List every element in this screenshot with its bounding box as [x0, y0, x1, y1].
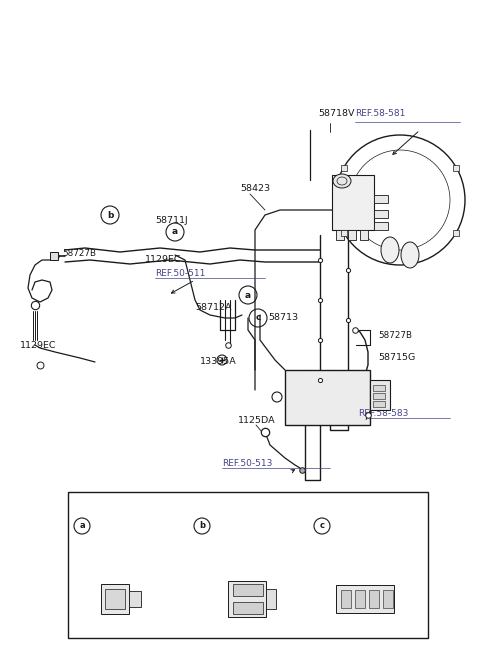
Bar [370, 380, 390, 410]
Text: a: a [172, 228, 178, 237]
Bar [332, 175, 374, 230]
Bar [336, 585, 394, 613]
Text: c: c [320, 522, 324, 531]
Bar [233, 584, 263, 596]
Text: 58711J: 58711J [155, 216, 188, 225]
Bar [285, 370, 370, 425]
Text: c: c [255, 314, 261, 323]
Bar [453, 230, 459, 236]
Bar [341, 230, 347, 236]
Bar [129, 591, 141, 607]
Bar [374, 210, 388, 218]
Bar [360, 230, 368, 240]
Bar [373, 393, 385, 399]
Bar [228, 581, 266, 617]
Text: 13395A: 13395A [200, 358, 237, 367]
Text: 58423: 58423 [240, 184, 270, 193]
Bar [373, 401, 385, 407]
Text: 58752: 58752 [93, 527, 120, 537]
Bar [266, 589, 276, 609]
Text: b: b [199, 522, 205, 531]
Bar [101, 584, 129, 614]
Text: REF.50-513: REF.50-513 [222, 459, 272, 468]
Text: 58752R: 58752R [333, 522, 365, 531]
Bar [369, 590, 379, 608]
Ellipse shape [333, 174, 351, 188]
Text: 58715G: 58715G [378, 354, 415, 363]
Ellipse shape [381, 237, 399, 263]
Text: REF.50-511: REF.50-511 [155, 269, 205, 278]
Bar [233, 602, 263, 614]
Bar [341, 165, 347, 171]
Text: 58713: 58713 [268, 314, 298, 323]
Bar [341, 590, 351, 608]
Text: 58727B: 58727B [378, 331, 412, 340]
Text: 58712A: 58712A [195, 304, 231, 312]
Bar [453, 165, 459, 171]
Text: a: a [245, 291, 251, 300]
Text: 1129EC: 1129EC [145, 255, 181, 264]
Ellipse shape [401, 242, 419, 268]
Text: 58753: 58753 [213, 522, 242, 531]
Text: 58718V: 58718V [318, 109, 355, 118]
Bar [374, 222, 388, 230]
Bar [105, 589, 125, 609]
Bar [383, 590, 393, 608]
Text: a: a [79, 522, 85, 531]
Bar [336, 230, 344, 240]
Bar [373, 385, 385, 391]
Bar [50, 252, 58, 260]
Bar [68, 492, 428, 638]
Bar [374, 195, 388, 203]
Bar [355, 590, 365, 608]
Text: 58727B: 58727B [62, 249, 96, 258]
Text: 1125DA: 1125DA [238, 416, 276, 425]
Text: b: b [107, 211, 113, 220]
Text: 1129EC: 1129EC [20, 340, 57, 350]
Bar [348, 230, 356, 240]
Text: REF.58-583: REF.58-583 [358, 409, 408, 418]
Text: 58752R: 58752R [93, 516, 125, 525]
Text: REF.58-581: REF.58-581 [355, 109, 406, 118]
